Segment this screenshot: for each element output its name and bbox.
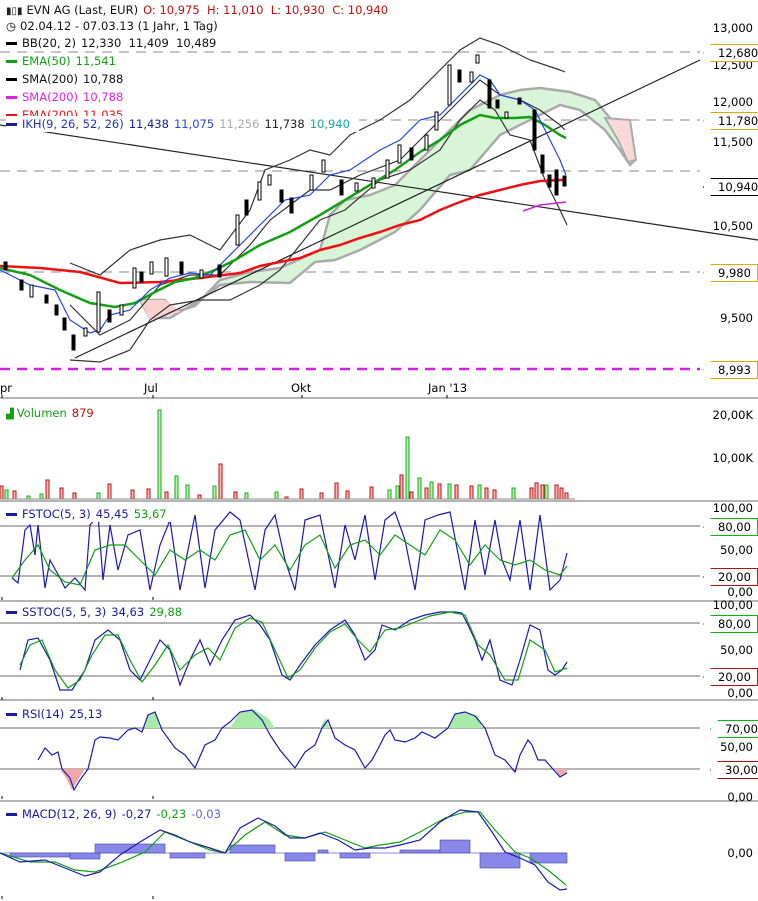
level-tag-8993: 8,993 [703, 361, 758, 379]
legend-ema50[interactable]: EMA(50) 11,541 [6, 53, 121, 69]
sstoc-tick: 50,00 [720, 643, 753, 657]
macd-swatch-icon [6, 813, 17, 816]
date-range: 02.04.12 - 07.03.13 (1 Jahr, 1 Tag) [20, 19, 218, 33]
x-label-jan13: Jan '13 [428, 381, 468, 395]
rsi-tick: 0,00 [727, 790, 753, 804]
sma200-swatch-icon [6, 78, 17, 81]
sstoc-tick: 100,00 [712, 598, 753, 612]
sstoc-overbought-tag: 80,00 [703, 615, 758, 633]
ohlc-values: O: 10,975 H: 11,010 L: 10,930 C: 10,940 [143, 3, 389, 17]
ema50-swatch-icon [6, 60, 17, 63]
price-tick: 9,500 [720, 311, 753, 325]
rsi-oversold-tag: 30,00 [710, 761, 758, 779]
x-label-apr: pr [0, 381, 13, 395]
rsi-swatch-icon [6, 713, 17, 716]
bb-swatch-icon [6, 42, 17, 45]
sstoc-swatch-icon [6, 611, 17, 614]
ikh-swatch-icon [6, 123, 17, 126]
instrument-title: EVN AG (Last, EUR) [26, 3, 139, 17]
price-tick: 10,500 [712, 219, 753, 233]
volume-bars-icon: ▟ [6, 409, 14, 420]
macd-tick: 0,00 [727, 846, 753, 860]
fstoc-overbought-tag: 80,00 [703, 518, 758, 536]
sstoc-tick: 0,00 [727, 686, 753, 700]
volume-tick: 10,00K [712, 451, 753, 465]
rsi-overbought-tag: 70,00 [710, 720, 758, 738]
legend-sstoc[interactable]: SSTOC(5, 5, 3) 34,63 29,88 [6, 604, 191, 620]
fstoc-tick: 0,00 [727, 585, 753, 599]
rsi-tick: 50,00 [720, 740, 753, 754]
legend-bb[interactable]: BB(20, 2) 12,330 11,409 10,489 [6, 35, 221, 51]
sma200-magenta-swatch-icon [6, 96, 17, 99]
legend-sma200-black[interactable]: SMA(200) 10,788 [6, 71, 128, 87]
volume-tick: 20,00K [712, 408, 753, 422]
legend-volume[interactable]: ▟ Volumen 879 [6, 406, 94, 420]
legend-macd[interactable]: MACD(12, 26, 9) -0,27 -0,23 -0,03 [6, 806, 226, 822]
clock-icon[interactable]: ◷ [6, 19, 17, 33]
chart-type-icon[interactable]: ▮▯▮ [6, 6, 23, 17]
x-label-jul: Jul [144, 381, 158, 395]
legend-ikh[interactable]: IKH(9, 26, 52, 26) 11,438 11,075 11,256 11,7… [6, 116, 359, 132]
level-tag-9980: 9,980 [703, 264, 758, 282]
last-price-tag: 10,940 [703, 178, 758, 196]
fstoc-oversold-tag: 20,00 [703, 568, 758, 586]
price-tick: 11,500 [712, 135, 753, 149]
price-tick: 12,000 [712, 95, 753, 109]
fstoc-swatch-icon [6, 513, 17, 516]
legend-sma200-magenta[interactable]: SMA(200) 10,788 [6, 89, 128, 105]
legend-rsi[interactable]: RSI(14) 25,13 [6, 706, 107, 722]
price-tick: 13,000 [712, 21, 753, 35]
legend-fstoc[interactable]: FSTOC(5, 3) 45,45 53,67 [6, 506, 175, 522]
level-tag-12680: 12,680 [703, 44, 758, 62]
ema200-swatch-icon [6, 114, 17, 117]
x-label-okt: Okt [291, 381, 312, 395]
fstoc-tick: 50,00 [720, 543, 753, 557]
chart-title-row: ▮▯▮ EVN AG (Last, EUR) O: 10,975 H: 11,010… [6, 2, 393, 20]
level-tag-11780: 11,780 [703, 112, 758, 130]
fstoc-tick: 100,00 [712, 501, 753, 515]
date-range-row: ◷ 02.04.12 - 07.03.13 (1 Jahr, 1 Tag) [6, 18, 223, 34]
sstoc-oversold-tag: 20,00 [703, 668, 758, 686]
